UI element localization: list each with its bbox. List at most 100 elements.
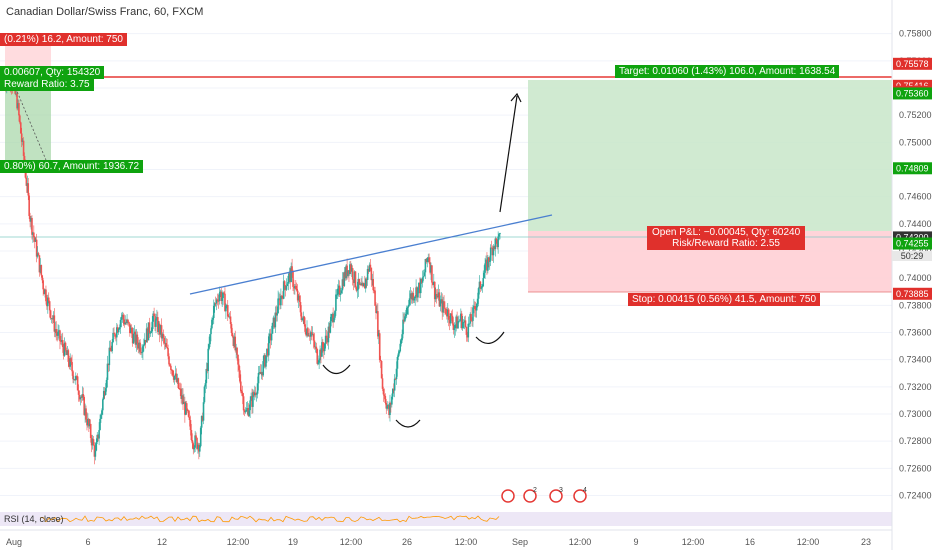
candle-body [91, 439, 94, 446]
price-tick-label: 0.73000 [899, 409, 932, 419]
price-label-text: 0.73885 [896, 289, 929, 299]
candle-body [25, 177, 28, 186]
candle-body [242, 396, 245, 411]
candle-body [92, 439, 95, 446]
candle-body [322, 347, 325, 352]
candle-body [475, 303, 478, 311]
candle-body [320, 349, 322, 357]
target-zone [528, 80, 892, 231]
candle-body [94, 450, 97, 457]
time-tick-label: 23 [861, 537, 871, 547]
candle-body [263, 355, 265, 362]
price-tick-label: 0.72800 [899, 436, 932, 446]
candle-body [493, 246, 496, 250]
candle-body [262, 361, 264, 376]
candle-body [117, 328, 120, 333]
candle-body [36, 253, 39, 257]
time-tick-label: 12:00 [340, 537, 363, 547]
candle-body [136, 334, 139, 344]
candle-body [147, 322, 150, 341]
candle-body [446, 309, 449, 317]
candle-body [267, 336, 270, 356]
shoulder-arc-left [322, 364, 351, 375]
time-axis[interactable]: Aug 6 12 12:00 19 12:00 26 12:00 Sep 12:00 9 12:00 1… [6, 537, 871, 547]
candle-body [267, 348, 269, 356]
candle-body [376, 311, 378, 313]
candle-body [373, 290, 375, 291]
time-tick-label: 12 [157, 537, 167, 547]
candle-body [419, 279, 422, 294]
candle-body [118, 327, 121, 329]
candle-body [62, 346, 65, 356]
candle-body [187, 411, 190, 417]
candle-body [157, 323, 160, 332]
price-tick-label: 0.74400 [899, 219, 932, 229]
time-tick-label: Aug [6, 537, 22, 547]
candle-body [434, 294, 437, 300]
candle-body [435, 294, 438, 296]
candle-body [231, 332, 234, 337]
candle-body [405, 314, 407, 317]
candle-body [214, 303, 217, 304]
price-label-badge [893, 162, 932, 175]
candle-body [469, 314, 471, 324]
candle-body [282, 281, 285, 299]
candle-body [224, 293, 226, 312]
candle-body [364, 278, 367, 289]
candle-body [153, 313, 155, 317]
candle-body [399, 343, 402, 352]
candle-body [223, 292, 225, 294]
candle-body [410, 293, 413, 300]
chart-title: Canadian Dollar/Swiss Franc, 60, FXCM [6, 6, 204, 18]
candle-body [132, 334, 135, 344]
candle-body [318, 360, 320, 363]
candle-body [230, 324, 233, 333]
candle-body [408, 298, 411, 305]
candle-body [356, 289, 359, 291]
candle-body [119, 319, 122, 328]
risk-reward-label: Risk/Reward Ratio: 2.55 [672, 238, 780, 249]
candle-body [379, 360, 382, 361]
candle-body [391, 388, 394, 397]
trendline[interactable] [189, 214, 553, 295]
candle-body [366, 268, 369, 280]
candle-body [495, 238, 498, 241]
candle-body [186, 409, 189, 412]
event-markers[interactable]: 2 3 4 [501, 487, 587, 503]
candle-body [248, 410, 251, 416]
candle-body [124, 322, 127, 325]
candle-body [189, 420, 192, 430]
candle-body [323, 343, 326, 352]
candle-body [331, 313, 333, 317]
candle-body [325, 335, 328, 338]
candle-body [116, 327, 119, 333]
projection-arrow[interactable] [499, 95, 518, 213]
candle-body [129, 327, 132, 334]
price-axis[interactable]: 0.758000.756000.754000.752000.750000.748… [893, 29, 932, 501]
candle-body [454, 325, 457, 329]
candle-body [195, 435, 197, 439]
candle-body [402, 319, 404, 335]
candle-body [48, 301, 51, 311]
candle-body [338, 285, 341, 295]
candle-body [398, 351, 401, 354]
candle-body [144, 340, 147, 343]
candle-body [487, 257, 489, 271]
candle-body [199, 427, 202, 447]
candle-body [474, 306, 476, 309]
candle-body [67, 350, 70, 362]
candle-body [387, 405, 389, 407]
candle-body [246, 408, 249, 410]
candle-body [405, 307, 408, 315]
price-tick-label: 0.74000 [899, 273, 932, 283]
candle-body [226, 305, 228, 306]
candle-body [482, 278, 485, 287]
candle-body [289, 272, 292, 283]
candle-body [122, 314, 125, 320]
candle-body [74, 379, 76, 381]
candle-body [38, 255, 41, 273]
candle-body [158, 323, 161, 335]
candle-body [216, 299, 219, 301]
candle-body [313, 340, 316, 347]
candle-body [204, 383, 207, 387]
